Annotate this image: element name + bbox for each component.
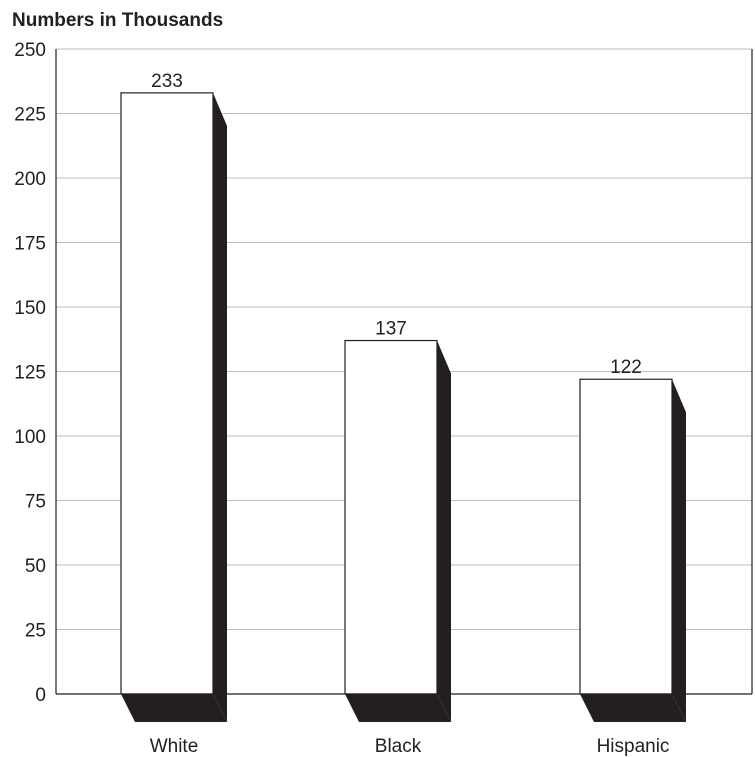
data-label: 233 — [151, 71, 183, 92]
y-tick-label: 50 — [25, 556, 46, 577]
labels: 0 25 50 75 100 125 150 175 200 225 250 233 White 137 B… — [14, 40, 669, 757]
bar-hispanic — [579, 378, 686, 722]
bar-face — [579, 378, 673, 695]
bar-black — [344, 339, 451, 722]
x-category-label: Black — [375, 736, 422, 757]
y-tick-label: 125 — [14, 363, 46, 384]
bar-face — [120, 92, 214, 695]
y-tick-label: 175 — [14, 234, 46, 255]
y-tick-label: 200 — [14, 169, 46, 190]
bar-white — [120, 92, 227, 723]
y-tick-label: 225 — [14, 105, 46, 126]
y-tick-label: 250 — [14, 40, 46, 61]
bar-face — [344, 339, 438, 695]
x-category-label: Hispanic — [597, 736, 670, 757]
y-tick-label: 25 — [25, 621, 46, 642]
bar-bottom-shadow — [580, 694, 686, 722]
chart-title: Numbers in Thousands — [12, 10, 223, 31]
bar-side-shadow — [213, 92, 227, 723]
bar-bottom-shadow — [121, 694, 227, 722]
bar-side-shadow — [672, 379, 686, 722]
axes — [55, 49, 753, 695]
bars — [120, 92, 686, 723]
data-label: 122 — [610, 357, 642, 378]
y-tick-label: 100 — [14, 427, 46, 448]
bar-bottom-shadow — [345, 694, 451, 722]
y-tick-label: 0 — [35, 685, 46, 706]
y-tick-label: 75 — [25, 492, 46, 513]
data-label: 137 — [375, 319, 407, 340]
x-category-label: White — [150, 736, 199, 757]
bar-side-shadow — [437, 340, 451, 722]
y-tick-label: 150 — [14, 298, 46, 319]
